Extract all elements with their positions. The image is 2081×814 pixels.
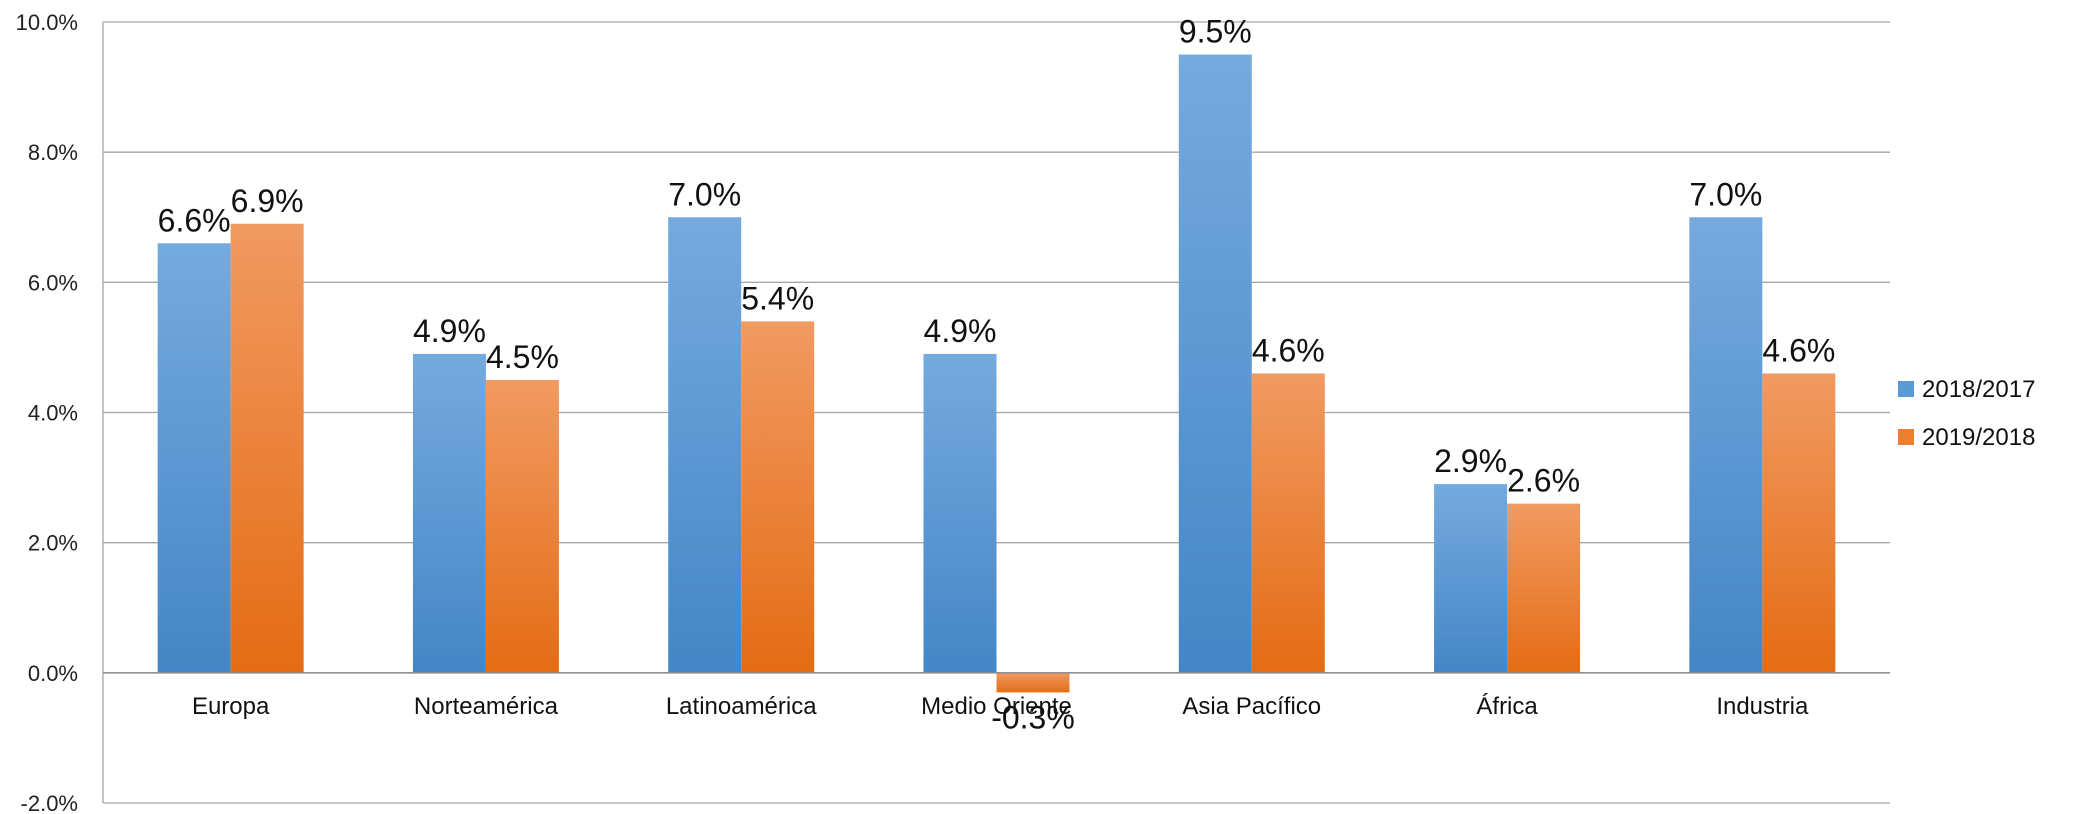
y-tick-label: -2.0% bbox=[21, 791, 78, 814]
data-label-2018-2017-africa: 2.9% bbox=[1434, 443, 1507, 479]
bar-2019-2018-industria bbox=[1762, 373, 1836, 673]
data-label-2018-2017-asia-pacifico: 9.5% bbox=[1179, 14, 1252, 50]
category-label-latinoamerica: Latinoamérica bbox=[666, 693, 817, 720]
bar-2019-2018-europa bbox=[230, 223, 304, 673]
bar-2018-2017-medio-oriente bbox=[923, 353, 997, 673]
bar-2019-2018-africa bbox=[1507, 503, 1581, 673]
data-label-2018-2017-europa: 6.6% bbox=[158, 202, 231, 238]
bar-2018-2017-africa bbox=[1434, 484, 1508, 673]
bar-2018-2017-asia-pacifico bbox=[1178, 54, 1252, 673]
category-label-africa: África bbox=[1476, 693, 1538, 720]
y-tick-label: 10.0% bbox=[16, 10, 78, 35]
legend-label-2018-2017: 2018/2017 bbox=[1922, 376, 2035, 403]
bar-2018-2017-latinoamerica bbox=[668, 217, 742, 673]
y-tick-label: 6.0% bbox=[28, 270, 78, 295]
y-tick-label: 2.0% bbox=[28, 531, 78, 556]
bar-2018-2017-industria bbox=[1689, 217, 1763, 673]
category-label-asia-pacifico: Asia Pacífico bbox=[1182, 693, 1321, 720]
data-label-2018-2017-latinoamerica: 7.0% bbox=[668, 176, 741, 212]
data-label-2019-2018-africa: 2.6% bbox=[1507, 463, 1580, 499]
legend-swatch-2019-2018 bbox=[1898, 429, 1914, 445]
data-label-2019-2018-norteamerica: 4.5% bbox=[486, 339, 559, 375]
data-label-2019-2018-europa: 6.9% bbox=[231, 183, 304, 219]
bar-2019-2018-medio-oriente bbox=[996, 672, 1070, 693]
data-label-2019-2018-asia-pacifico: 4.6% bbox=[1252, 332, 1325, 368]
data-label-2018-2017-industria: 7.0% bbox=[1689, 176, 1762, 212]
bars bbox=[157, 54, 1836, 693]
data-label-2019-2018-industria: 4.6% bbox=[1762, 332, 1835, 368]
y-tick-label: 8.0% bbox=[28, 140, 78, 165]
bar-2018-2017-europa bbox=[157, 243, 231, 673]
category-label-industria: Industria bbox=[1716, 693, 1809, 720]
legend-swatch-2018-2017 bbox=[1898, 381, 1914, 397]
bar-2019-2018-norteamerica bbox=[485, 379, 559, 673]
data-label-2018-2017-medio-oriente: 4.9% bbox=[924, 313, 997, 349]
legend-label-2019-2018: 2019/2018 bbox=[1922, 424, 2035, 451]
data-label-2019-2018-medio-oriente: -0.3% bbox=[991, 699, 1075, 735]
category-label-europa: Europa bbox=[192, 693, 270, 720]
y-axis-ticks: -2.0% 0.0% 2.0% 4.0% 6.0% 8.0% 10.0% bbox=[16, 10, 78, 814]
bar-2019-2018-latinoamerica bbox=[741, 321, 815, 673]
legend: 2018/2017 2019/2018 bbox=[1898, 376, 2035, 451]
y-tick-label: 4.0% bbox=[28, 401, 78, 426]
y-tick-label: 0.0% bbox=[28, 661, 78, 686]
data-labels: 6.6%6.9%4.9%4.5%7.0%5.4%4.9%-0.3%9.5%4.6… bbox=[158, 14, 1836, 736]
data-label-2019-2018-latinoamerica: 5.4% bbox=[741, 280, 814, 316]
data-label-2018-2017-norteamerica: 4.9% bbox=[413, 313, 486, 349]
bar-2019-2018-asia-pacifico bbox=[1251, 373, 1325, 673]
category-labels: Europa Norteamérica Latinoamérica Medio Ori… bbox=[192, 693, 1809, 720]
category-label-norteamerica: Norteamérica bbox=[414, 693, 559, 720]
category-label-medio-oriente: Medio Oriente bbox=[921, 693, 1072, 720]
bar-2018-2017-norteamerica bbox=[412, 353, 486, 673]
